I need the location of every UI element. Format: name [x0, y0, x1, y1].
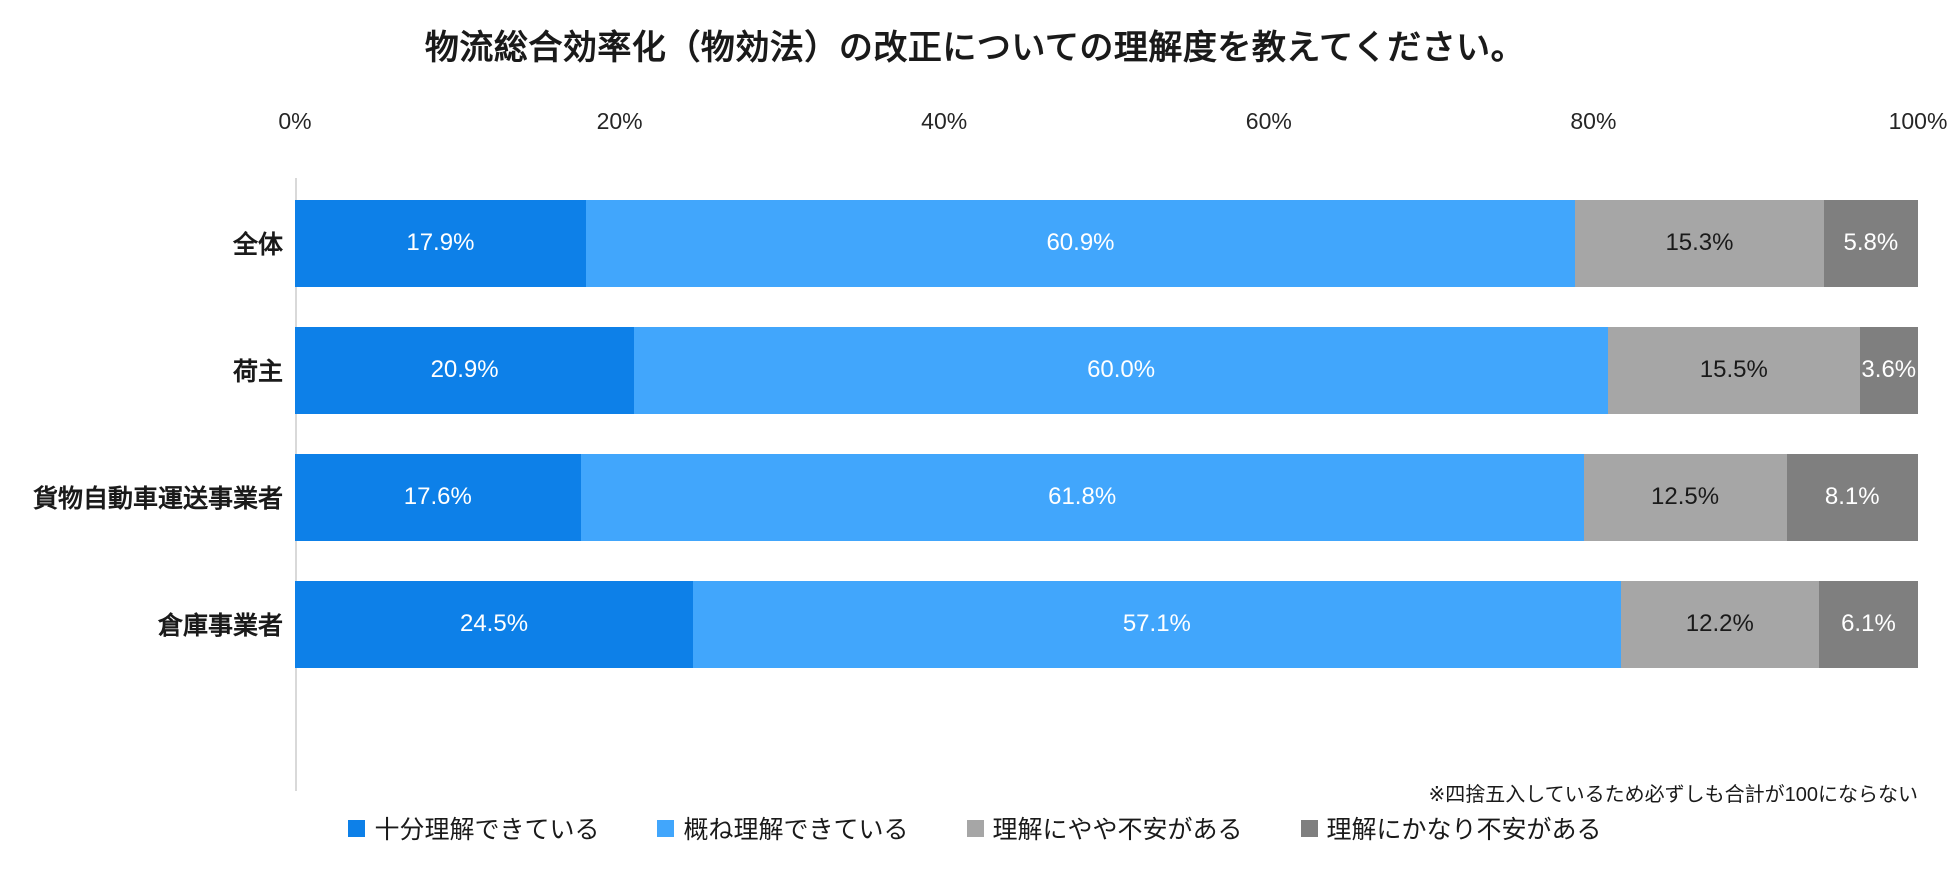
x-axis-tick-labels: 0% 20% 40% 60% 80% 100% [278, 108, 1947, 136]
bar-segment-3[interactable]: 3.6% [1859, 326, 1918, 414]
legend-item-2[interactable]: 理解にやや不安がある [966, 810, 1243, 846]
chart-footnote: ※四捨五入しているため必ずしも合計が100にならない [1428, 784, 1918, 806]
bar-row: 17.9% 60.9% 15.3% 5.8% [295, 199, 1918, 287]
x-axis-tick-20: 20% [596, 108, 643, 134]
bar-segment-value-label: 57.1% [1122, 610, 1191, 637]
bar-segment-value-label: 12.2% [1685, 610, 1754, 637]
category-label-3: 倉庫事業者 [157, 612, 283, 640]
legend-label: 概ね理解できている [683, 816, 909, 844]
bar-segment-0[interactable]: 20.9% [295, 326, 635, 414]
bar-segment-value-label: 6.1% [1841, 610, 1896, 637]
legend-item-3[interactable]: 理解にかなり不安がある [1300, 810, 1602, 846]
bar-segment-value-label: 60.0% [1087, 356, 1156, 383]
category-axis-labels: 全体荷主貨物自動車運送事業者倉庫事業者 [0, 185, 283, 770]
legend-label: 理解にかなり不安がある [1326, 816, 1602, 844]
bar-row: 20.9% 60.0% 15.5% 3.6% [295, 326, 1918, 414]
legend-item-1[interactable]: 概ね理解できている [657, 810, 909, 846]
legend-swatch-icon [348, 819, 366, 837]
bar-segment-2[interactable]: 15.5% [1608, 326, 1860, 414]
x-axis-tick-40: 40% [921, 108, 968, 134]
category-label-2: 貨物自動車運送事業者 [32, 485, 283, 513]
chart-title: 物流総合効率化（物効法）の改正についての理解度を教えてください。 [424, 29, 1526, 67]
chart-legend: 十分理解できている 概ね理解できている 理解にやや不安がある 理解にかなり不安がある [0, 810, 1950, 846]
bar-segment-value-label: 15.3% [1665, 229, 1734, 256]
bar-row: 24.5% 57.1% 12.2% 6.1% [295, 580, 1918, 668]
bar-segment-1[interactable]: 61.8% [580, 453, 1584, 541]
bar-segment-value-label: 15.5% [1699, 356, 1768, 383]
legend-swatch-icon [1300, 819, 1318, 837]
bar-segment-0[interactable]: 24.5% [295, 580, 694, 668]
bar-segment-2[interactable]: 12.2% [1620, 580, 1819, 668]
bar-segment-1[interactable]: 57.1% [693, 580, 1621, 668]
bar-segment-value-label: 8.1% [1824, 483, 1880, 510]
x-axis-tick-100: 100% [1888, 108, 1948, 134]
plot-area: 17.9% 60.9% 15.3% 5.8% 20.9% 60.0% 15.5% 3.6% 17… [295, 185, 1918, 770]
bar-segment-1[interactable]: 60.0% [634, 326, 1608, 414]
bar-segment-0[interactable]: 17.9% [295, 199, 586, 287]
bar-segment-value-label: 20.9% [430, 356, 499, 383]
bar-segment-2[interactable]: 15.3% [1575, 199, 1824, 287]
x-axis-tick-0: 0% [278, 108, 312, 134]
legend-label: 十分理解できている [374, 816, 600, 844]
legend-label: 理解にやや不安がある [992, 816, 1243, 844]
bar-segment-value-label: 3.6% [1861, 356, 1917, 383]
bar-segment-0[interactable]: 17.6% [295, 453, 581, 541]
x-axis-tick-80: 80% [1570, 108, 1617, 134]
bar-segment-value-label: 17.6% [403, 483, 472, 510]
category-label-1: 荷主 [232, 358, 283, 386]
bar-segment-value-label: 5.8% [1843, 229, 1899, 256]
bar-segment-1[interactable]: 60.9% [585, 199, 1576, 287]
bar-segment-2[interactable]: 12.5% [1583, 453, 1787, 541]
bar-segment-3[interactable]: 8.1% [1786, 453, 1918, 541]
legend-swatch-icon [657, 819, 675, 837]
legend-item-0[interactable]: 十分理解できている [348, 810, 599, 846]
bar-segment-value-label: 60.9% [1046, 229, 1115, 256]
legend-swatch-icon [966, 819, 984, 837]
bar-segment-value-label: 12.5% [1651, 483, 1720, 510]
x-axis-tick-60: 60% [1245, 108, 1292, 134]
category-label-0: 全体 [232, 231, 283, 259]
bar-segment-3[interactable]: 5.8% [1823, 199, 1918, 287]
bar-segment-value-label: 24.5% [459, 610, 529, 637]
bar-segment-value-label: 61.8% [1048, 483, 1117, 510]
bar-segment-value-label: 17.9% [406, 229, 475, 256]
bar-segment-3[interactable]: 6.1% [1818, 580, 1918, 668]
bar-row: 17.6% 61.8% 12.5% 8.1% [295, 453, 1918, 541]
